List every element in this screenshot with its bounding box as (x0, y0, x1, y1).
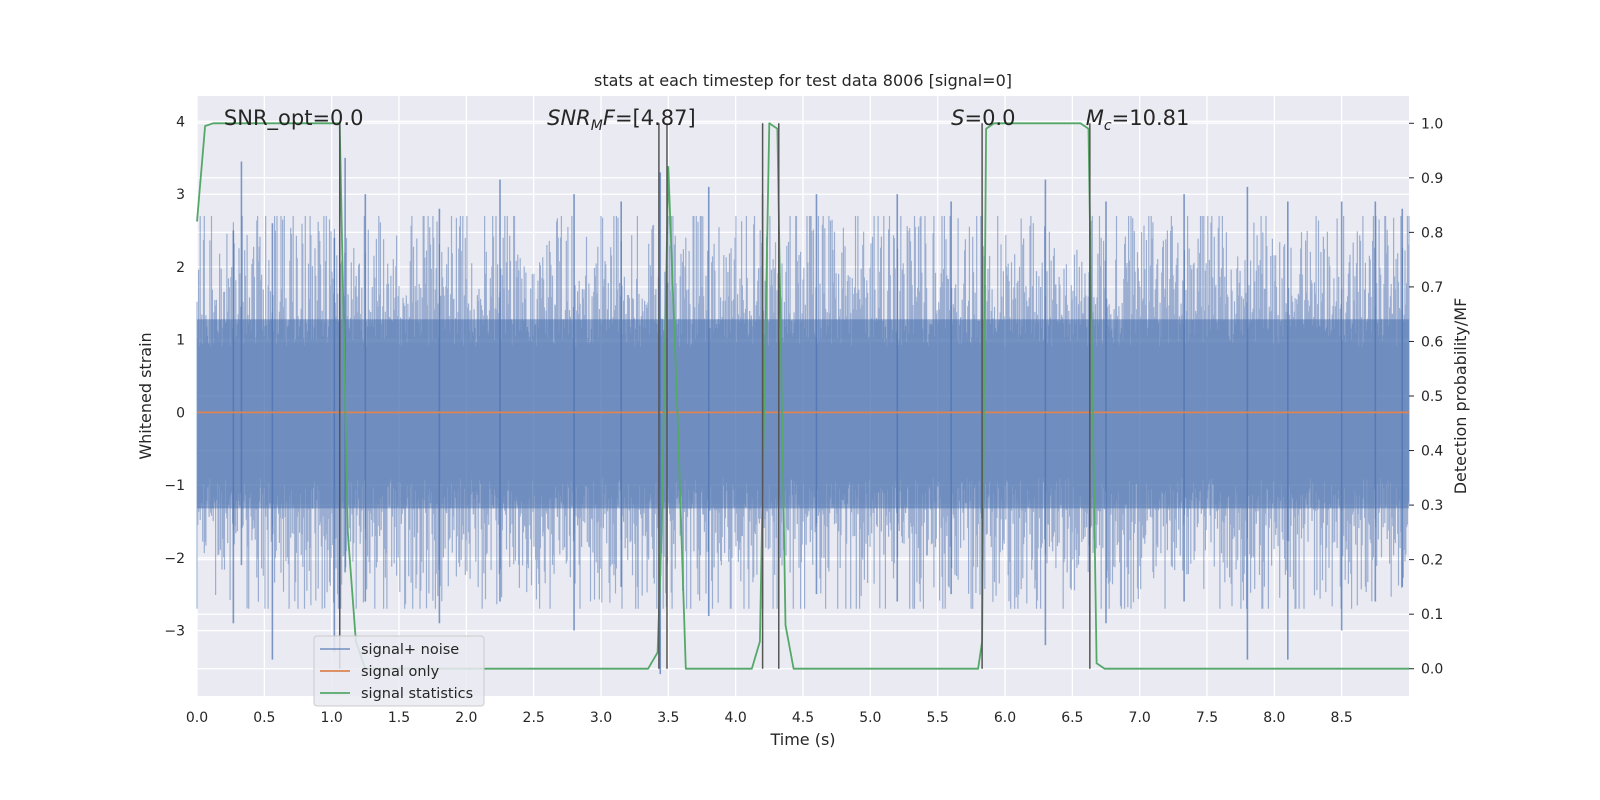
x-tick-label: 0.5 (253, 710, 275, 726)
vertical-markers (338, 123, 1091, 669)
x-tick-label: 3.5 (657, 710, 679, 726)
y-tick-label: 0 (176, 405, 185, 421)
y-tick-label: −3 (164, 624, 185, 640)
x-tick-label: 3.0 (590, 710, 612, 726)
y2-tick-label: 0.8 (1421, 225, 1443, 241)
chart-title: stats at each timestep for test data 800… (594, 71, 1012, 90)
annotation: S=0.0 (951, 106, 1015, 130)
y2-tick-label: 0.6 (1421, 334, 1443, 350)
x-axis-label: Time (s) (769, 730, 835, 749)
legend: signal+ noise signal only signal statistic… (313, 635, 485, 707)
y-tick-label: 2 (176, 260, 185, 276)
legend-box (313, 635, 485, 707)
x-tick-label: 6.5 (1061, 710, 1083, 726)
x-tick-label: 2.5 (523, 710, 545, 726)
y2-tick-label: 0.5 (1421, 389, 1443, 405)
x-tick-label: 0.0 (186, 710, 208, 726)
y2-tick-label: 0.0 (1421, 662, 1443, 678)
legend-entry: signal statistics (361, 686, 473, 702)
y-axis-label: Whitened strain (136, 332, 155, 459)
x-tick-label: 2.0 (455, 710, 477, 726)
y2-tick-label: 0.7 (1421, 280, 1443, 296)
y-axis-ticks: 4 3 2 1 0 −1 −2 −3 (164, 114, 185, 639)
y2-tick-label: 0.4 (1421, 444, 1443, 460)
x-tick-label: 4.0 (725, 710, 747, 726)
x-tick-label: 6.0 (994, 710, 1016, 726)
annotation: SNR_opt=0.0 (224, 106, 364, 131)
x-tick-label: 7.0 (1129, 710, 1151, 726)
signal-statistics-line (196, 122, 1409, 670)
x-tick-label: 5.5 (927, 710, 949, 726)
lines-layer (196, 122, 1409, 670)
y2-tick-label: 0.9 (1421, 171, 1443, 187)
x-tick-label: 4.5 (792, 710, 814, 726)
x-tick-label: 5.0 (859, 710, 881, 726)
legend-entry: signal only (361, 664, 440, 680)
y-tick-label: −1 (164, 478, 185, 494)
annotation: SNRMF=[4.87] (547, 106, 696, 134)
y-tick-label: 3 (176, 187, 185, 203)
annotation: Mc=10.81 (1086, 106, 1190, 134)
x-tick-label: 7.5 (1196, 710, 1218, 726)
noise-trace (196, 216, 1410, 609)
legend-entry: signal+ noise (361, 642, 459, 658)
x-tick-label: 8.0 (1263, 710, 1285, 726)
y2-axis-label: Detection probability/MF (1451, 298, 1470, 495)
x-tick-label: 1.0 (321, 710, 343, 726)
noise-series (196, 157, 1410, 675)
y2-tick-label: 0.1 (1421, 607, 1443, 623)
x-tick-label: 1.5 (388, 710, 410, 726)
y2-tick-label: 0.3 (1421, 498, 1443, 514)
y-tick-label: 1 (176, 333, 185, 349)
y2-tick-label: 1.0 (1421, 116, 1443, 132)
y2-tick-label: 0.2 (1421, 553, 1443, 569)
annotations: SNR_opt=0.0 SNRMF=[4.87] S=0.0 Mc=10.81 (224, 106, 1189, 134)
y-tick-label: −2 (164, 551, 185, 567)
x-tick-label: 8.5 (1331, 710, 1353, 726)
y2-axis-ticks: 1.0 0.9 0.8 0.7 0.6 0.5 0.4 0.3 0.2 0.1 0.0 (1409, 116, 1443, 678)
y-tick-label: 4 (176, 114, 185, 130)
x-axis-ticks: 0.0 0.5 1.0 1.5 2.0 2.5 3.0 3.5 4.0 4.5 5.0 5.5 6.0 6… (186, 710, 1353, 726)
